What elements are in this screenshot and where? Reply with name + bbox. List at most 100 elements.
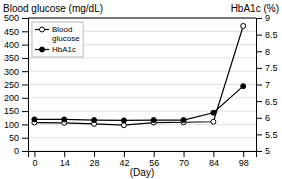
point (151, 118, 156, 123)
tick-mark (94, 151, 95, 157)
tick-mark (22, 31, 28, 32)
legend-marker (40, 27, 45, 32)
point (32, 117, 37, 122)
legend-item: HbA1c (35, 45, 76, 54)
tick: 84 (209, 151, 219, 168)
tick-mark (124, 151, 125, 157)
tick: 7.5 (256, 63, 278, 73)
tick-mark (154, 151, 155, 157)
plot: 0142842567084980501001502002503003504004… (4, 13, 278, 168)
marks (32, 23, 246, 127)
point (181, 118, 186, 123)
grid-line (28, 137, 256, 138)
tick-label: 350 (4, 53, 19, 63)
tick-label: 8 (265, 47, 270, 57)
tick-label: 8.5 (265, 30, 278, 40)
tick-label: 5 (265, 146, 270, 156)
tick-label: 7 (265, 80, 270, 90)
tick-mark (22, 151, 28, 152)
tick-mark (256, 35, 262, 36)
tick: 350 (4, 53, 28, 63)
tick: 300 (4, 67, 28, 77)
tick: 98 (239, 151, 249, 168)
tick-label: 450 (4, 27, 19, 37)
frame-top (28, 18, 256, 19)
tick: 0 (14, 146, 28, 156)
tick: 14 (60, 151, 70, 168)
tick: 28 (90, 151, 100, 168)
tick: 8.5 (256, 30, 278, 40)
tick-label: 6.5 (265, 97, 278, 107)
tick-mark (22, 85, 28, 86)
tick-label: 6 (265, 113, 270, 123)
tick-mark (22, 45, 28, 46)
tick: 6 (256, 113, 270, 123)
series-points (32, 84, 246, 123)
grid-line (28, 71, 256, 72)
tick: 150 (4, 106, 28, 116)
tick-mark (256, 85, 262, 86)
tick: 6.5 (256, 97, 278, 107)
tick-mark (213, 151, 214, 157)
tick: 42 (119, 151, 129, 168)
axis-line (257, 19, 263, 152)
tick-label: 250 (4, 80, 19, 90)
tick-mark (256, 18, 262, 19)
y2-axis: 55.566.577.588.59 (256, 13, 278, 156)
tick: 5 (256, 146, 270, 156)
tick: 50 (9, 133, 28, 143)
grid-line (28, 97, 256, 98)
tick-label: 500 (4, 13, 19, 23)
legend: Bloodglucose HbA1c (32, 22, 83, 57)
grid-line (28, 57, 256, 58)
series-line (34, 26, 243, 125)
tick: 56 (149, 151, 159, 168)
y-axis: 0 50 100 150 200 250 300 350 400 450 500 (4, 13, 29, 156)
tick-label: 70 (179, 158, 189, 168)
x-axis: 0 14 28 42 56 70 84 98 (29, 151, 257, 168)
x-axis-title: (Day) (130, 167, 154, 178)
tick-label: 7.5 (265, 63, 278, 73)
legend-label: Bloodglucose (52, 25, 80, 43)
tick: 5.5 (256, 130, 278, 140)
tick: 500 (4, 13, 28, 23)
tick: 200 (4, 93, 28, 103)
point (121, 118, 126, 123)
tick: 400 (4, 40, 28, 50)
axis-line (29, 152, 257, 158)
tick-label: 100 (4, 120, 19, 130)
point (121, 123, 126, 128)
tick-mark (22, 138, 28, 139)
tick-mark (256, 101, 262, 102)
tick-label: 400 (4, 40, 19, 50)
tick-mark (243, 151, 244, 157)
legend-marker (40, 47, 45, 52)
grid-line (28, 111, 256, 112)
point (211, 119, 216, 124)
tick-label: 0 (32, 158, 37, 168)
tick-label: 50 (9, 133, 19, 143)
series-line (34, 86, 243, 120)
tick: 100 (4, 120, 28, 130)
tick-mark (22, 111, 28, 112)
tick: 7 (256, 80, 270, 90)
tick: 450 (4, 27, 28, 37)
tick-label: 300 (4, 67, 19, 77)
tick-label: 42 (119, 158, 129, 168)
tick-mark (64, 151, 65, 157)
tick-label: 98 (239, 158, 249, 168)
point (241, 23, 246, 28)
point (211, 110, 216, 115)
tick-mark (256, 151, 262, 152)
tick: 250 (4, 80, 28, 90)
tick-mark (22, 18, 28, 19)
tick-label: 0 (14, 146, 19, 156)
y-axis-title: Blood glucose (mg/dL) (3, 3, 103, 14)
tick-label: 5.5 (265, 130, 278, 140)
tick-mark (22, 124, 28, 125)
tick-mark (256, 118, 262, 119)
chart: 0142842567084980501001502002503003504004… (0, 0, 282, 179)
tick-mark (34, 151, 35, 157)
grid (28, 18, 256, 151)
tick-mark (256, 134, 262, 135)
